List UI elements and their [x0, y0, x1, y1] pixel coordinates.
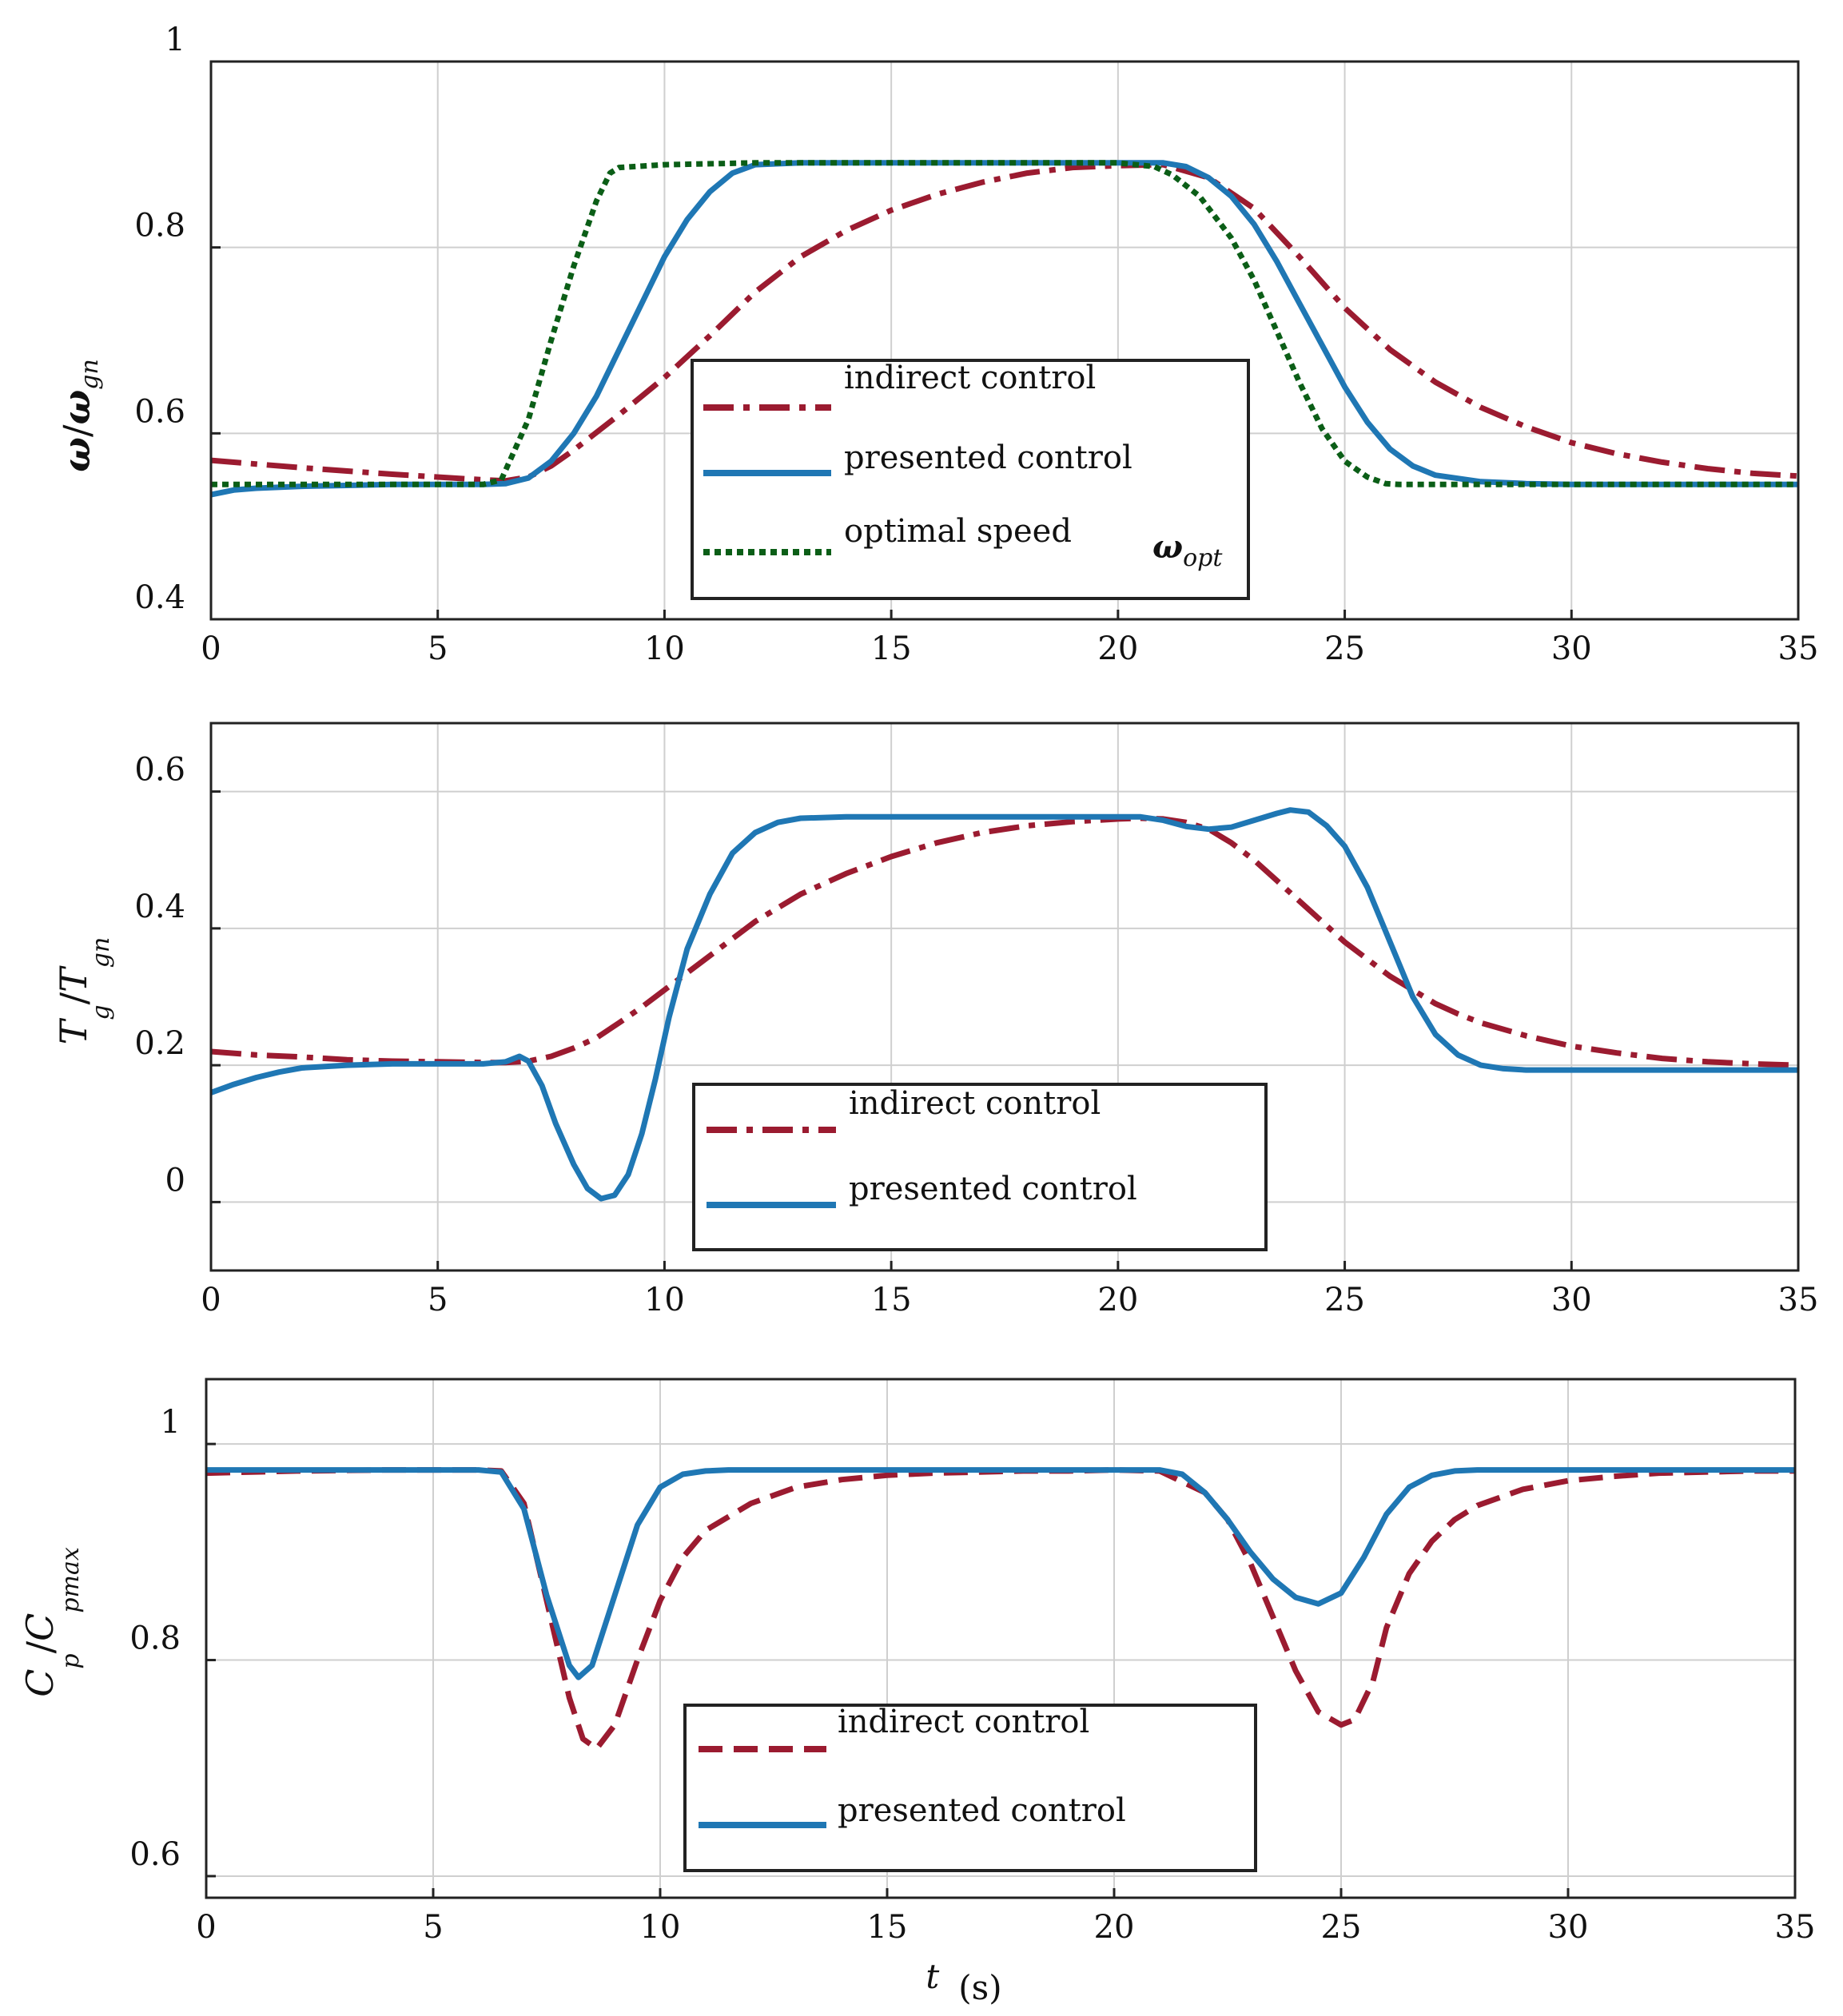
speed-ylabel-numerator: ω — [55, 437, 98, 472]
torque-series — [209, 807, 1799, 1202]
torque-x-tick-label: 0 — [201, 1282, 221, 1318]
cp-y-tick-label: 1 — [161, 1404, 181, 1441]
speed-y-axis-label: ω/ωgn — [55, 359, 104, 472]
svg-text:Cp/Cpmax: Cp/Cpmax — [18, 1547, 85, 1697]
speed-y-tick-label: 0.6 — [134, 393, 185, 430]
speed-ylabel-separator: / — [55, 424, 98, 437]
torque-panel: 0 5 10 15 20 25 30 35 00.20.40.6 Tg/Tgn indirec… — [52, 722, 1818, 1318]
cp-panel: 0 5 10 15 20 25 30 35 0.60.81 Cp/Cpmax indirect… — [18, 1378, 1815, 2007]
speed-axes-frame — [209, 60, 1800, 621]
torque-x-tick-label: 10 — [644, 1282, 685, 1318]
omega-opt-subscript: opt — [1183, 544, 1223, 572]
speed-x-tick-label: 30 — [1551, 630, 1592, 667]
cp-x-tick-label: 25 — [1321, 1909, 1362, 1946]
speed-x-tick-label: 10 — [644, 630, 685, 667]
cp-x-tick-label: 15 — [867, 1909, 908, 1946]
speed-legend-label-presented: presented control — [844, 439, 1132, 476]
cp-x-tick-label: 5 — [423, 1909, 443, 1946]
cp-ylabel-b-sub: pmax — [57, 1547, 85, 1613]
time-axis-symbol: t — [925, 1957, 939, 1996]
cp-y-tick-label: 0.8 — [129, 1620, 181, 1657]
speed-ylabel-subscript: gn — [76, 359, 104, 390]
torque-ylabel-a: T — [52, 1017, 95, 1044]
cp-y-tick-label: 0.6 — [129, 1836, 181, 1873]
cp-legend-label-indirect: indirect control — [838, 1704, 1089, 1740]
torque-ylabel-a-sub: g — [87, 1004, 115, 1020]
time-axis-unit: (s) — [958, 1968, 1001, 2007]
torque-legend-label-presented: presented control — [849, 1171, 1137, 1207]
torque-ylabel-b: T — [52, 965, 95, 992]
speed-x-tick-label: 35 — [1778, 630, 1819, 667]
torque-legend: indirect control presented control — [692, 1083, 1268, 1251]
cp-ylabel-sep: / — [18, 1640, 62, 1653]
torque-x-tick-labels: 0 5 10 15 20 25 30 35 — [201, 1261, 1818, 1318]
torque-x-tick-label: 35 — [1778, 1282, 1819, 1318]
cp-legend: indirect control presented control — [683, 1704, 1257, 1872]
speed-legend: indirect control presented control optim… — [691, 359, 1250, 600]
cp-y-tick-labels: 0.6 0.8 1 — [129, 1404, 216, 1878]
torque-ylabel-b-sub: gn — [87, 937, 115, 968]
time-axis-label: t (s) — [925, 1957, 1001, 2007]
torque-y-tick-label: 0.2 — [134, 1025, 185, 1062]
omega-opt-symbol: ω — [1152, 528, 1183, 566]
torque-series-presented — [209, 807, 1798, 1202]
speed-series-indirect — [210, 161, 1799, 484]
speed-y-tick-label: 0.4 — [134, 579, 185, 616]
speed-series — [210, 160, 1799, 498]
cp-x-tick-label: 0 — [196, 1909, 216, 1946]
speed-legend-box — [691, 359, 1250, 600]
cp-axes-frame — [205, 1378, 1797, 1899]
speed-x-tick-label: 0 — [201, 630, 221, 667]
torque-x-tick-label: 20 — [1097, 1282, 1138, 1318]
cp-ylabel-b: C — [18, 1613, 62, 1641]
speed-y-tick-label: 0.8 — [134, 208, 185, 245]
torque-x-tick-label: 15 — [871, 1282, 912, 1318]
speed-y-tick-labels: 0.4 0.6 0.8 1 — [134, 22, 221, 621]
speed-legend-label-indirect: indirect control — [844, 360, 1096, 396]
cp-ylabel-a-sub: p — [57, 1653, 85, 1668]
torque-x-tick-label: 25 — [1324, 1282, 1365, 1318]
speed-x-tick-label: 20 — [1097, 630, 1138, 667]
speed-series-optimal — [211, 160, 1798, 487]
speed-x-tick-label: 15 — [871, 630, 912, 667]
cp-ylabel-a: C — [18, 1669, 62, 1697]
torque-y-tick-labels: 0 0.2 0.4 0.6 — [134, 752, 221, 1203]
torque-y-tick-label: 0.4 — [134, 889, 185, 925]
cp-x-tick-label: 20 — [1094, 1909, 1135, 1946]
speed-panel: 0 5 10 15 20 25 30 35 0.40.60.81 ω/ωgn indirect… — [55, 22, 1818, 667]
torque-y-axis-label: Tg/Tgn — [52, 937, 115, 1045]
speed-ylabel-denominator: ω — [55, 390, 98, 425]
torque-ylabel-sep: / — [52, 992, 95, 1004]
cp-x-tick-labels: 0 5 10 15 20 25 30 35 — [196, 1888, 1815, 1946]
torque-x-tick-label: 5 — [428, 1282, 448, 1318]
cp-y-axis-label: Cp/Cpmax — [18, 1547, 85, 1697]
torque-series-indirect — [210, 815, 1799, 1068]
cp-legend-box — [683, 1704, 1257, 1872]
speed-x-tick-label: 25 — [1324, 630, 1365, 667]
cp-legend-label-presented: presented control — [838, 1792, 1126, 1829]
cp-x-tick-label: 35 — [1775, 1909, 1816, 1946]
cp-series-presented — [206, 1467, 1795, 1680]
torque-axes-frame — [209, 722, 1800, 1272]
speed-legend-label-optimal: optimal speed — [844, 513, 1072, 550]
torque-legend-label-indirect: indirect control — [849, 1085, 1101, 1122]
speed-y-tick-label: 1 — [165, 22, 185, 58]
torque-y-tick-label: 0 — [165, 1162, 185, 1199]
cp-x-tick-label: 30 — [1548, 1909, 1589, 1946]
svg-text:ω/ωgn: ω/ωgn — [55, 359, 104, 472]
speed-x-tick-label: 5 — [428, 630, 448, 667]
torque-legend-box — [692, 1083, 1268, 1251]
torque-y-tick-label: 0.6 — [134, 752, 185, 789]
cp-series — [205, 1467, 1795, 1752]
speed-x-tick-labels: 0 5 10 15 20 25 30 35 — [201, 610, 1818, 667]
speed-omega-opt-annotation: ωopt — [1152, 528, 1223, 572]
svg-text:Tg/Tgn: Tg/Tgn — [52, 937, 115, 1045]
torque-x-tick-label: 30 — [1551, 1282, 1592, 1318]
cp-x-tick-label: 10 — [640, 1909, 681, 1946]
